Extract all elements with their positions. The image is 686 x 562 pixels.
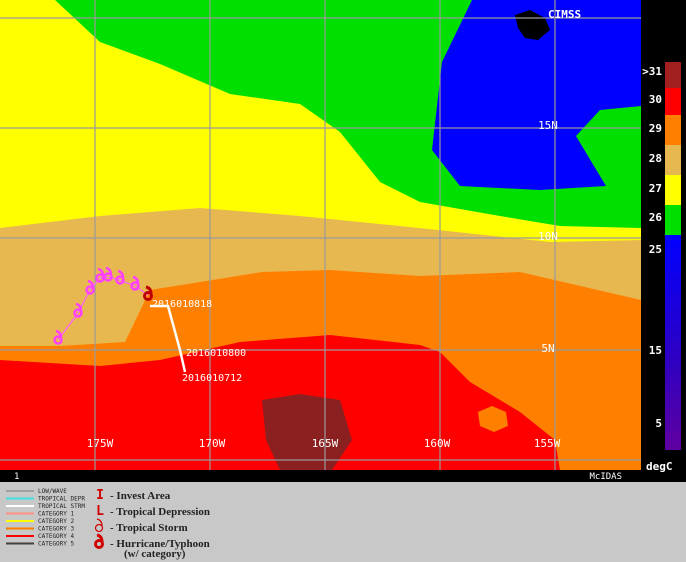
colorbar-swatch — [665, 115, 681, 145]
legend — [0, 482, 686, 562]
storm-symbol — [143, 291, 153, 301]
legend-symbol: L — [96, 504, 104, 519]
colorbar-label: >31 — [642, 65, 662, 78]
lon-label: 170W — [199, 437, 226, 450]
storm-symbol — [94, 523, 104, 533]
legend-line-label: TROPICAL STRM — [38, 503, 85, 510]
legend-symbol-label: - Invest Area — [110, 490, 171, 502]
colorbar-unit: degC — [646, 460, 673, 473]
legend-symbol-label: - Tropical Storm — [110, 522, 188, 534]
storm-symbol-tail — [97, 267, 105, 277]
footer-bar — [0, 470, 641, 482]
colorbar-label: 27 — [649, 182, 662, 195]
legend-line-label: TROPICAL DEPR — [38, 496, 85, 503]
logo: CIMSS — [548, 8, 581, 21]
storm-symbol — [73, 308, 83, 318]
colorbar-swatch — [665, 145, 681, 175]
colorbar-label: 25 — [649, 243, 662, 256]
legend-line-label: CATEGORY 1 — [38, 511, 75, 518]
storm-symbol — [103, 272, 113, 282]
storm-symbol-tail — [96, 518, 103, 527]
storm-symbol-tail — [145, 285, 153, 295]
legend-line-label: CATEGORY 5 — [38, 541, 75, 548]
colorbar-label: 26 — [649, 211, 663, 224]
track-label: 2016010800 — [186, 348, 246, 359]
storm-symbol — [94, 539, 104, 549]
footer-right: McIDAS — [589, 472, 622, 482]
legend-line-label: CATEGORY 2 — [38, 518, 75, 525]
track-label: 2016010712 — [182, 373, 242, 384]
storm-symbol-tail — [105, 266, 113, 276]
colorbar-label: 28 — [649, 152, 662, 165]
lat-label: 10N — [538, 230, 558, 243]
colorbar-label: 15 — [649, 344, 662, 357]
sst-band-31 — [262, 394, 352, 470]
storm-symbol — [130, 281, 140, 291]
colorbar-swatch — [665, 175, 681, 205]
lon-label: 155W — [534, 437, 561, 450]
colorbar-swatch — [665, 62, 681, 88]
storm-symbol — [53, 335, 63, 345]
lon-label: 165W — [312, 437, 339, 450]
legend-line-label: CATEGORY 4 — [38, 533, 75, 540]
storm-symbols — [53, 266, 153, 345]
colorbar — [665, 62, 681, 450]
footer-left: 1 — [14, 472, 19, 482]
lat-label: 15N — [538, 119, 558, 132]
colorbar-label: 30 — [649, 93, 662, 106]
storm-symbol-tail — [117, 269, 125, 279]
legend-symbol-label: - Hurricane/Typhoon — [110, 538, 210, 550]
storm-symbol-tail — [96, 533, 104, 543]
island-patch — [478, 406, 508, 432]
storm-symbol — [115, 275, 125, 285]
colorbar-swatch — [665, 205, 681, 235]
colorbar-label: 29 — [649, 122, 662, 135]
lon-label: 160W — [424, 437, 451, 450]
legend-symbol: I — [96, 488, 104, 503]
legend-note: (w/ category) — [124, 548, 186, 560]
legend-line-label: LOW/WAVE — [38, 488, 67, 495]
lat-label: 5N — [541, 342, 554, 355]
sst-band-25 — [432, 0, 641, 190]
storm-track — [150, 304, 187, 373]
legend-line-label: CATEGORY 3 — [38, 526, 75, 533]
storm-symbol — [85, 285, 95, 295]
storm-symbol-tail — [87, 279, 95, 289]
sst-map: CIMSS 175W 170W 165W 160W 155W 15N 10N 5N 201601… — [0, 0, 641, 470]
storm-symbol-tail — [132, 275, 140, 285]
graticule — [0, 0, 641, 470]
storm-symbol-tail — [55, 329, 63, 339]
colorbar-swatch — [665, 88, 681, 115]
legend-symbol-label: - Tropical Depression — [110, 506, 210, 518]
lon-label: 175W — [87, 437, 114, 450]
colorbar-label: 5 — [655, 417, 662, 430]
track-label: 2016010818 — [152, 299, 212, 310]
colorbar-swatch — [665, 235, 681, 450]
storm-symbol-tail — [75, 302, 83, 312]
